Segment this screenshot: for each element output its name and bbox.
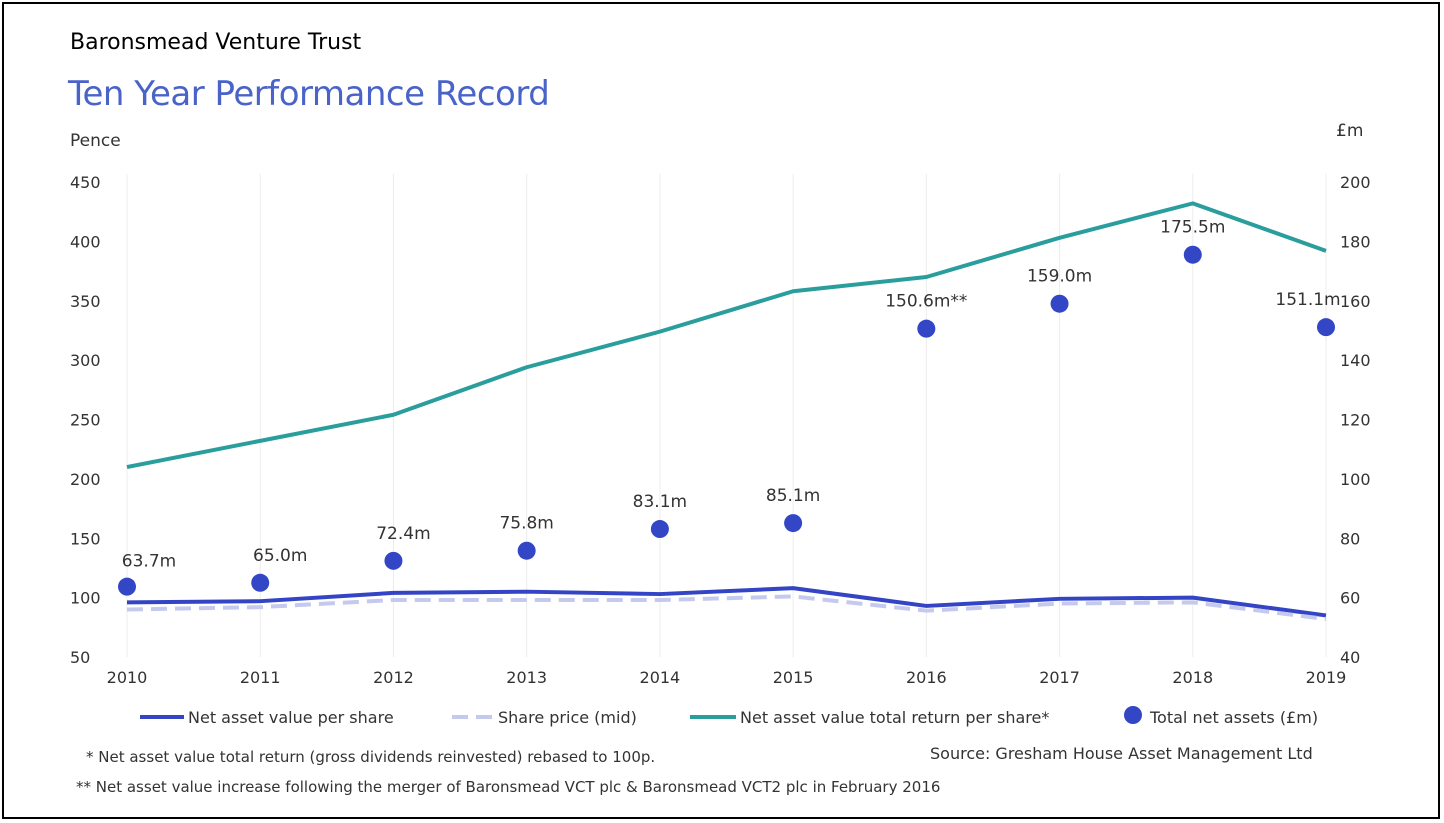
footnote-merger: ** Net asset value increase following th… <box>76 778 941 796</box>
x-axis-ticks: 2010 2011 2012 2013 2014 2015 2016 2017 2018 2019 <box>107 668 1347 687</box>
legend-label: Net asset value total return per share* <box>740 708 1049 727</box>
legend: Net asset value per share Share price (mi… <box>140 706 1318 727</box>
x-tick-label: 2015 <box>773 668 814 687</box>
right-tick-label: 180 <box>1340 232 1371 251</box>
net-assets-dot <box>1317 318 1335 337</box>
net-assets-label: 63.7m <box>122 552 176 572</box>
net-assets-label: 83.1m <box>633 492 687 512</box>
left-axis-unit: Pence <box>70 131 121 151</box>
x-tick-label: 2013 <box>506 668 547 687</box>
right-axis-ticks: 40 60 80 100 120 140 160 180 200 <box>1340 173 1371 667</box>
chart-title: Ten Year Performance Record <box>68 74 550 114</box>
net-assets-label: 175.5m <box>1160 218 1225 238</box>
grid-lines <box>126 174 1327 657</box>
series-group <box>126 201 1327 621</box>
footnote-total-return: * Net asset value total return (gross di… <box>86 748 656 766</box>
left-tick-label: 50 <box>70 648 90 667</box>
right-tick-label: 120 <box>1340 411 1371 430</box>
net-assets-dots: 63.7m 65.0m 72.4m 75.8m 83.1m 85.1m 150.6m** 15… <box>118 218 1341 596</box>
right-tick-label: 200 <box>1340 173 1371 192</box>
net-assets-label: 159.0m <box>1027 267 1092 287</box>
nav-per-share-line <box>126 586 1327 618</box>
source-note: Source: Gresham House Asset Management L… <box>930 744 1313 763</box>
left-tick-label: 350 <box>70 292 101 311</box>
left-tick-label: 200 <box>70 470 101 489</box>
net-assets-dot <box>1050 294 1069 313</box>
total-return-line <box>126 201 1327 469</box>
left-tick-label: 400 <box>70 232 101 251</box>
net-assets-label: 150.6m** <box>885 292 967 312</box>
net-assets-dot <box>1183 245 1202 264</box>
x-tick-label: 2012 <box>373 668 414 687</box>
net-assets-label: 85.1m <box>766 486 820 506</box>
net-assets-label: 65.0m <box>253 546 307 566</box>
right-tick-label: 40 <box>1340 648 1360 667</box>
net-assets-dot <box>517 541 536 560</box>
net-assets-label: 75.8m <box>499 514 553 534</box>
left-tick-label: 100 <box>70 589 101 608</box>
left-axis-ticks: 50 100 150 200 250 300 350 400 450 <box>70 173 101 667</box>
net-assets-dot <box>251 573 270 592</box>
x-tick-label: 2017 <box>1039 668 1080 687</box>
net-assets-dot <box>384 551 403 570</box>
x-tick-label: 2018 <box>1172 668 1213 687</box>
share-price-line <box>126 594 1327 621</box>
legend-swatch <box>1124 706 1142 724</box>
x-tick-label: 2014 <box>640 668 681 687</box>
left-tick-label: 450 <box>70 173 101 192</box>
legend-label: Share price (mid) <box>498 708 637 727</box>
x-tick-label: 2010 <box>107 668 148 687</box>
right-tick-label: 140 <box>1340 351 1371 370</box>
right-tick-label: 60 <box>1340 589 1360 608</box>
right-tick-label: 160 <box>1340 292 1371 311</box>
left-tick-label: 300 <box>70 351 101 370</box>
net-assets-dot <box>118 577 136 596</box>
right-tick-label: 80 <box>1340 529 1360 548</box>
x-tick-label: 2016 <box>906 668 947 687</box>
legend-label: Total net assets (£m) <box>1149 708 1318 727</box>
legend-label: Net asset value per share <box>188 708 394 727</box>
net-assets-dot <box>650 520 669 539</box>
right-axis-unit: £m <box>1336 121 1363 141</box>
net-assets-dot <box>784 514 803 533</box>
net-assets-dot <box>917 319 936 338</box>
company-name: Baronsmead Venture Trust <box>70 30 362 55</box>
left-tick-label: 250 <box>70 411 101 430</box>
net-assets-label: 151.1m <box>1275 290 1340 310</box>
x-tick-label: 2019 <box>1306 668 1347 687</box>
net-assets-label: 72.4m <box>376 524 430 544</box>
x-tick-label: 2011 <box>240 668 281 687</box>
right-tick-label: 100 <box>1340 470 1371 489</box>
left-tick-label: 150 <box>70 529 101 548</box>
